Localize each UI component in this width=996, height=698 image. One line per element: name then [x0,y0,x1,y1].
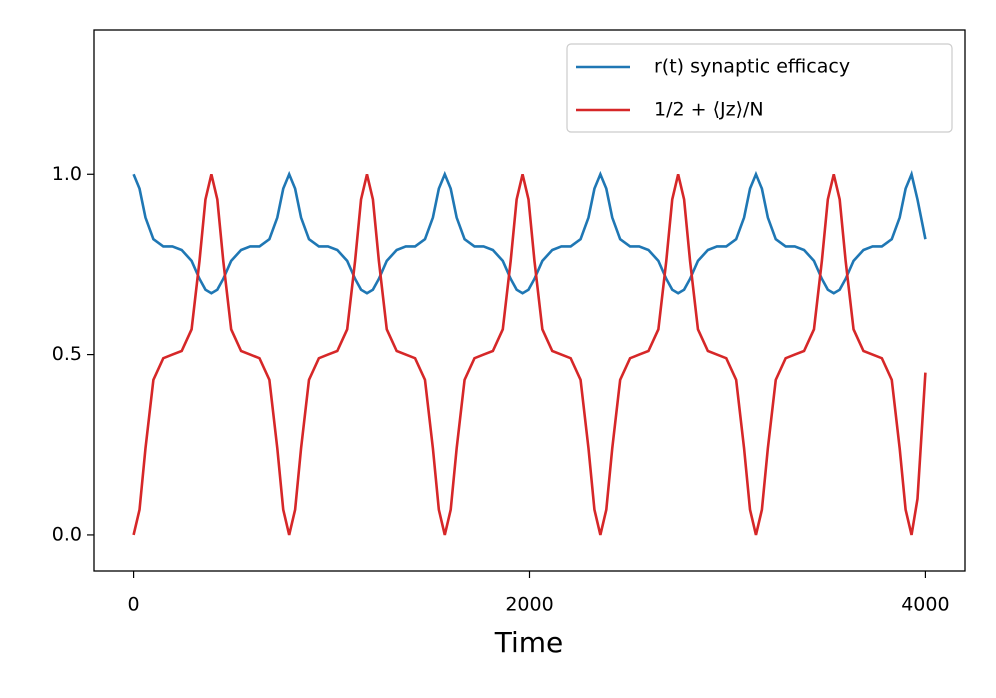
legend-label: 1/2 + ⟨Jz⟩/N [654,99,764,121]
series-line [132,170,927,295]
x-tick-label: 4000 [901,594,949,616]
x-tick-label: 2000 [505,594,553,616]
y-tick-label: 0.0 [52,523,82,545]
series-line [132,173,927,536]
x-tick-label: 0 [128,594,140,616]
plot-frame [93,29,966,572]
legend-label: r(t) synaptic efficacy [654,56,850,78]
legend-box [566,43,953,133]
y-tick-label: 1.0 [52,163,82,185]
x-axis-label: Time [494,626,564,659]
y-tick-label: 0.5 [52,343,82,365]
